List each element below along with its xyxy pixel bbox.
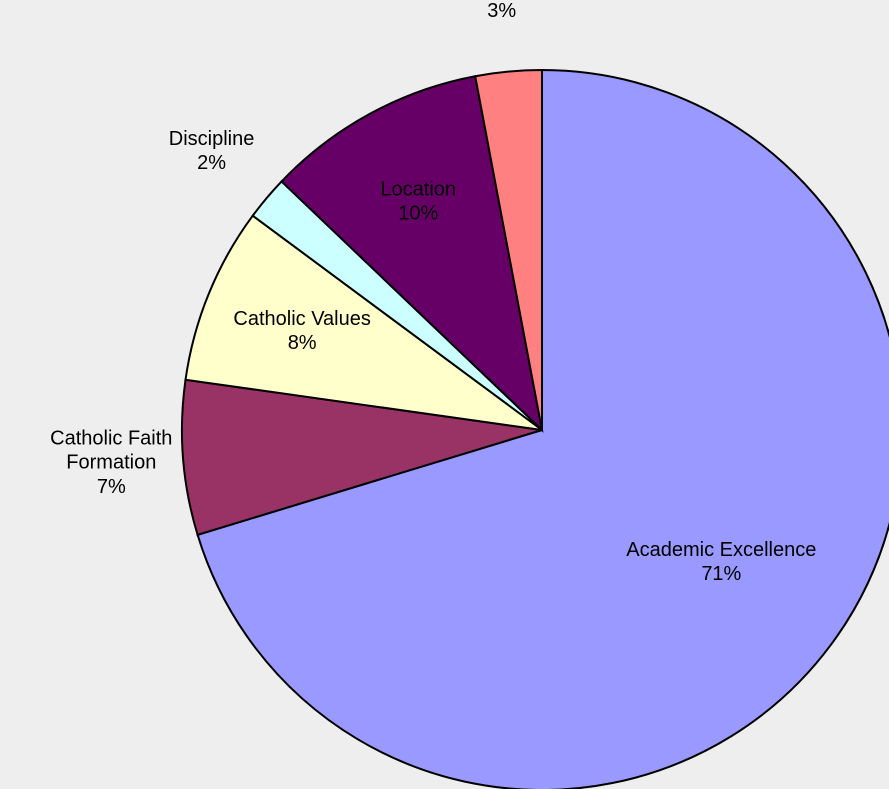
slice-value-label: 71% — [701, 563, 741, 585]
slice-label: Location — [380, 179, 456, 201]
pie-slice — [184, 214, 543, 431]
slice-value-label: 2% — [197, 152, 226, 174]
slice-value-label: 3% — [487, 0, 516, 22]
slice-label: Catholic Faith Formation — [50, 428, 172, 474]
slice-label: Catholic Values — [233, 308, 370, 330]
pie-slice — [196, 68, 889, 789]
slice-value-label: 7% — [97, 476, 126, 498]
pie-slice — [474, 68, 543, 431]
pie-slice — [280, 75, 544, 433]
pie-slice — [181, 378, 543, 537]
slice-label: Discipline — [169, 128, 255, 150]
slice-value-label: 10% — [398, 203, 438, 225]
slice-value-label: 8% — [288, 332, 317, 354]
slice-label: Academic Excellence — [626, 539, 816, 561]
